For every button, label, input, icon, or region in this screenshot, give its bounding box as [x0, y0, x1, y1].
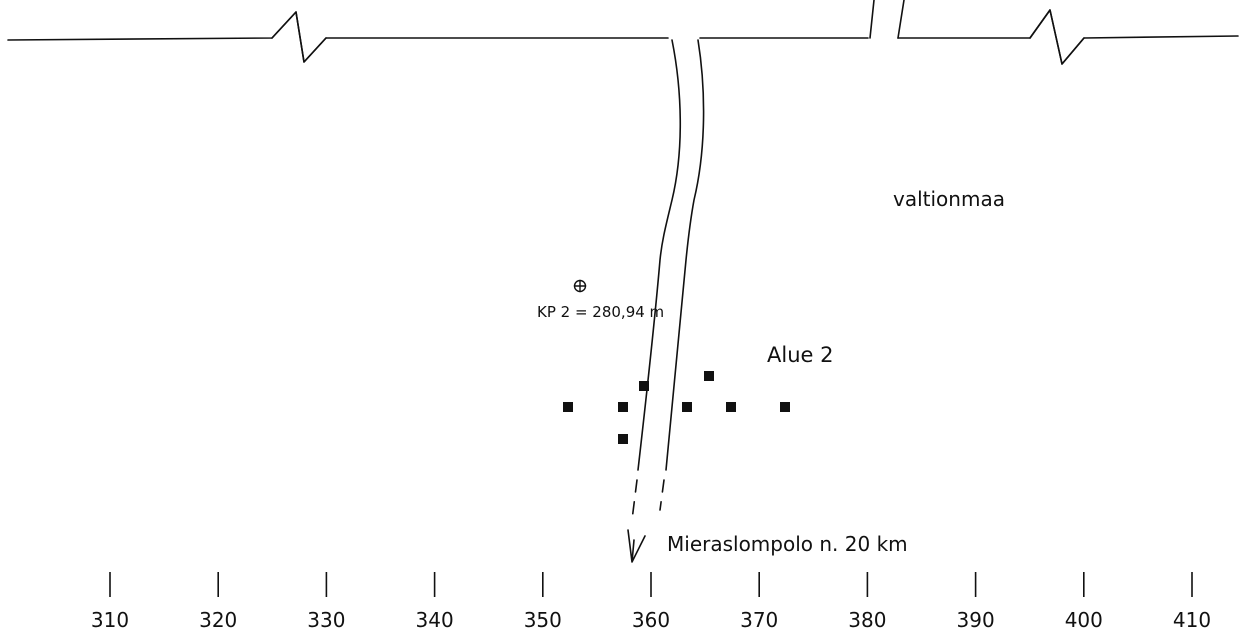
- road-right-dashed: [659, 479, 665, 511]
- scale-tick-label: 360: [632, 608, 670, 632]
- filled-square-icon: [726, 402, 736, 412]
- road-left-dashed: [631, 479, 638, 521]
- south-branch-road: [627, 39, 705, 563]
- direction-label: Mieraslompolo n. 20 km: [667, 532, 908, 556]
- sample-points: [563, 371, 790, 444]
- main-road-line: [7, 9, 1239, 65]
- zigzag-break-icon: [271, 11, 327, 63]
- filled-square-icon: [682, 402, 692, 412]
- circle-plus-icon: [573, 279, 587, 293]
- filled-square-icon: [618, 434, 628, 444]
- distance-scale: 310 320 330 340 350 360 370 380 390 400 410: [91, 572, 1211, 632]
- road-right-edge: [665, 39, 705, 471]
- scale-tick-label: 410: [1173, 608, 1211, 632]
- benchmark-label: KP 2 = 280,94 m: [537, 303, 664, 321]
- road-left-edge: [637, 39, 682, 471]
- arrow-down-icon: [627, 529, 646, 563]
- scale-tick-label: 400: [1065, 608, 1103, 632]
- filled-square-icon: [780, 402, 790, 412]
- scale-tick-label: 320: [199, 608, 237, 632]
- scale-tick-label: 340: [416, 608, 454, 632]
- north-side-road: [869, 0, 905, 39]
- scale-tick-label: 310: [91, 608, 129, 632]
- scale-tick-label: 390: [957, 608, 995, 632]
- scale-tick-label: 380: [848, 608, 886, 632]
- zigzag-break-icon: [1029, 9, 1085, 65]
- main-road: [7, 9, 1239, 65]
- scale-tick-label: 350: [524, 608, 562, 632]
- filled-square-icon: [563, 402, 573, 412]
- scale-tick-label: 330: [307, 608, 345, 632]
- filled-square-icon: [639, 381, 649, 391]
- filled-square-icon: [704, 371, 714, 381]
- site-label: Alue 2: [767, 343, 833, 367]
- filled-square-icon: [618, 402, 628, 412]
- scale-tick-label: 370: [740, 608, 778, 632]
- area-owner-label: valtionmaa: [893, 187, 1005, 211]
